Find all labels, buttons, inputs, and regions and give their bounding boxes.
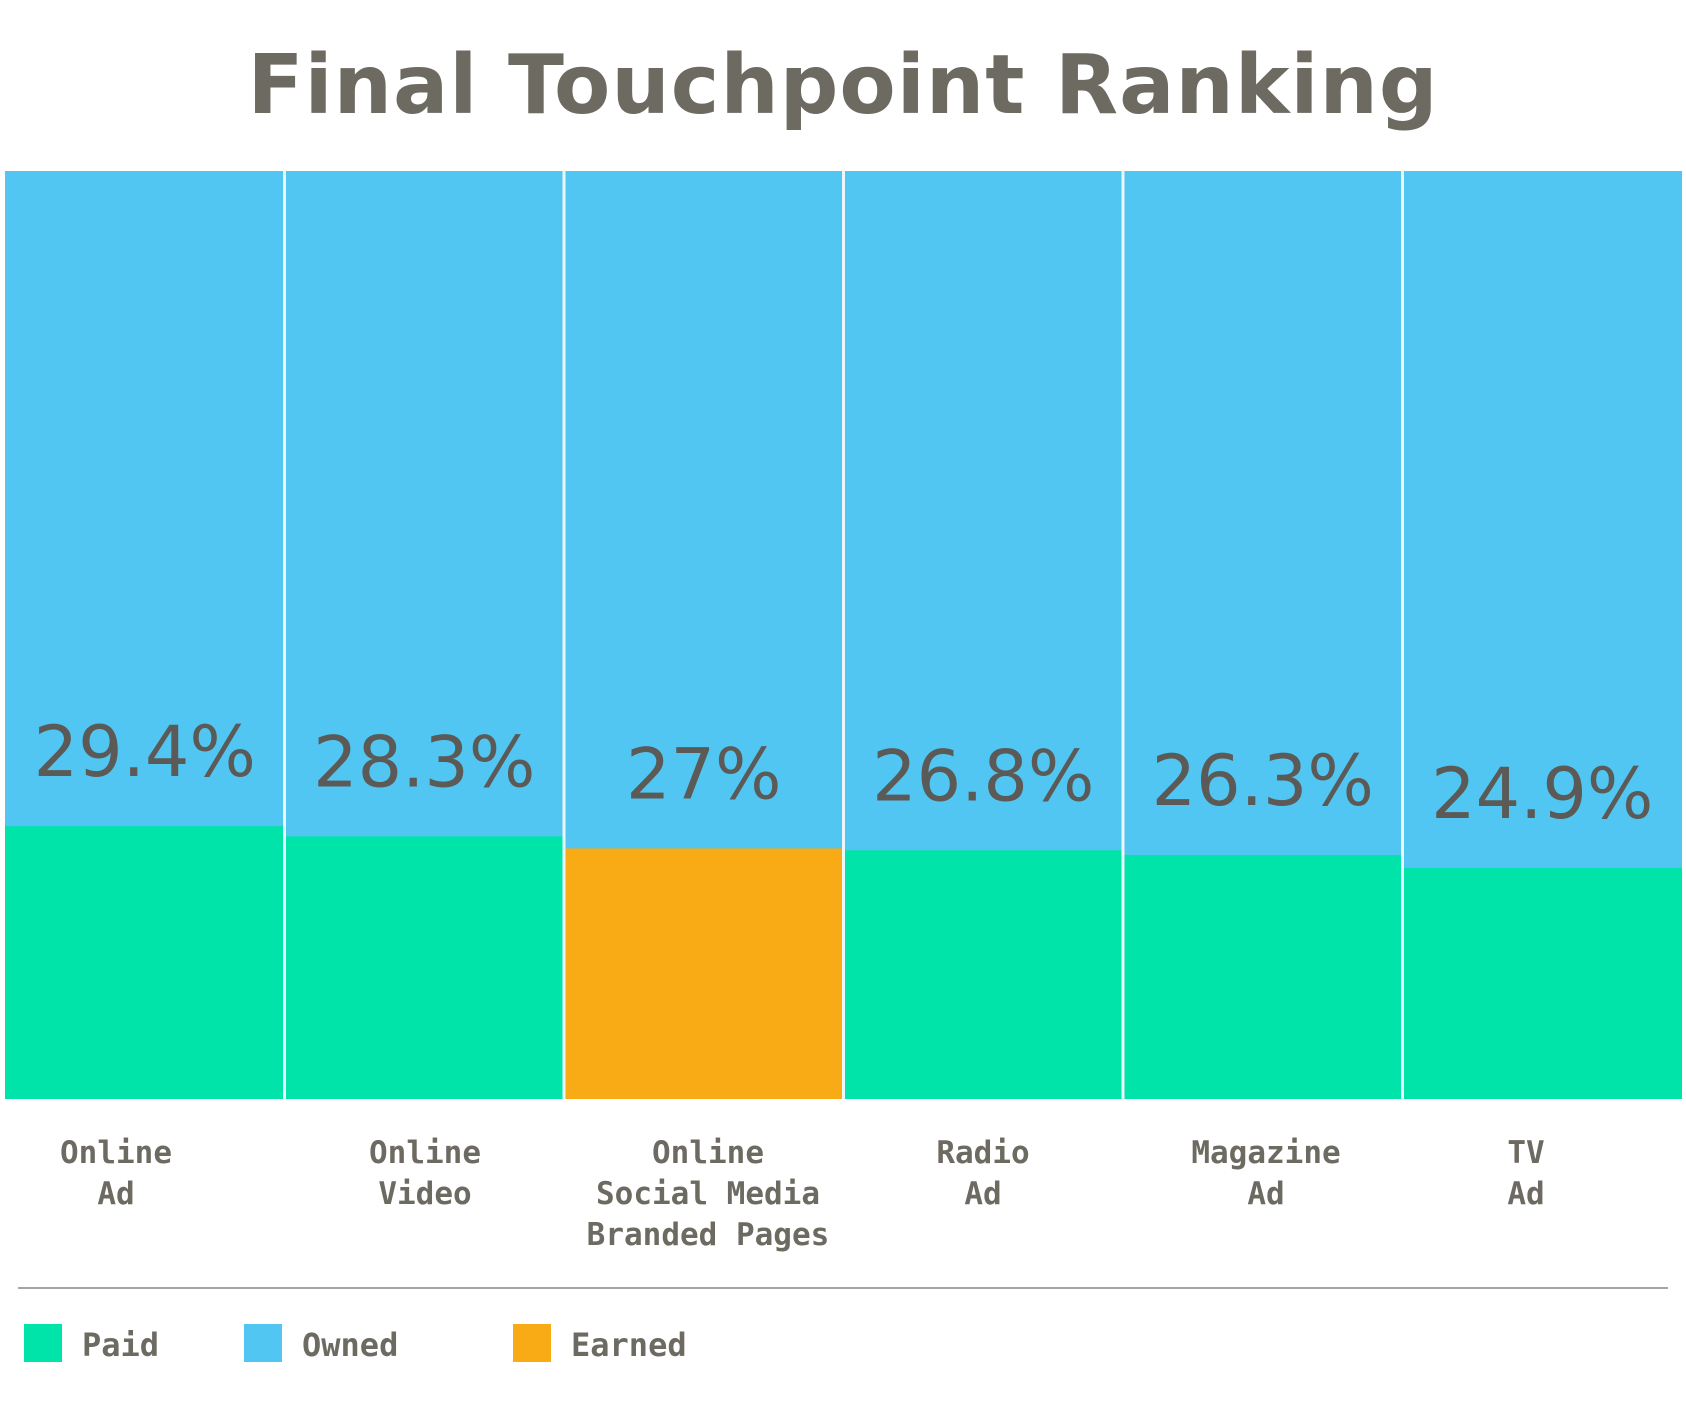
category-label-online-ad: Online Ad [60,1135,172,1212]
chart-title: Final Touchpoint Ranking [247,38,1439,133]
bar-online-video [284,836,564,1099]
category-label-online-video: Online Video [369,1135,481,1212]
category-label-online-social-media-branded-pages: Online Social Media Branded Pages [586,1135,830,1253]
value-label-tv-ad: 24.9% [1431,753,1653,835]
value-label-radio-ad: 26.8% [872,735,1094,817]
category-label-radio-ad: Radio Ad [936,1135,1030,1212]
bar-radio-ad [843,850,1123,1099]
column-separator [842,171,845,1099]
value-label-online-social-media-branded-pages: 27% [626,733,782,815]
category-labels: Online Ad Online Video Online Social Media Bra… [0,1133,1686,1273]
bar-tv-ad [1402,867,1682,1099]
legend: Paid Owned Earned [0,1320,1686,1380]
bar-online-social-media-branded-pages [564,848,844,1099]
legend-label-owned: Owned [302,1326,399,1364]
legend-swatch-earned [513,1324,551,1362]
value-label-online-ad: 29.4% [34,711,256,793]
legend-swatch-owned [244,1324,282,1362]
column-separator [283,171,286,1099]
value-label-online-video: 28.3% [313,721,535,803]
legend-swatch-paid [24,1324,62,1362]
bar-online-ad [5,826,285,1099]
value-label-magazine-ad: 26.3% [1152,740,1374,822]
category-label-magazine-ad: Magazine Ad [1191,1135,1341,1212]
legend-divider [18,1287,1668,1289]
column-separator [1121,171,1125,1099]
legend-label-paid: Paid [82,1326,160,1364]
column-separator [1401,171,1404,1099]
legend-label-earned: Earned [571,1326,687,1364]
column-separator [562,171,566,1099]
category-label-tv-ad: TV Ad [1507,1135,1545,1212]
bar-magazine-ad [1123,854,1403,1099]
